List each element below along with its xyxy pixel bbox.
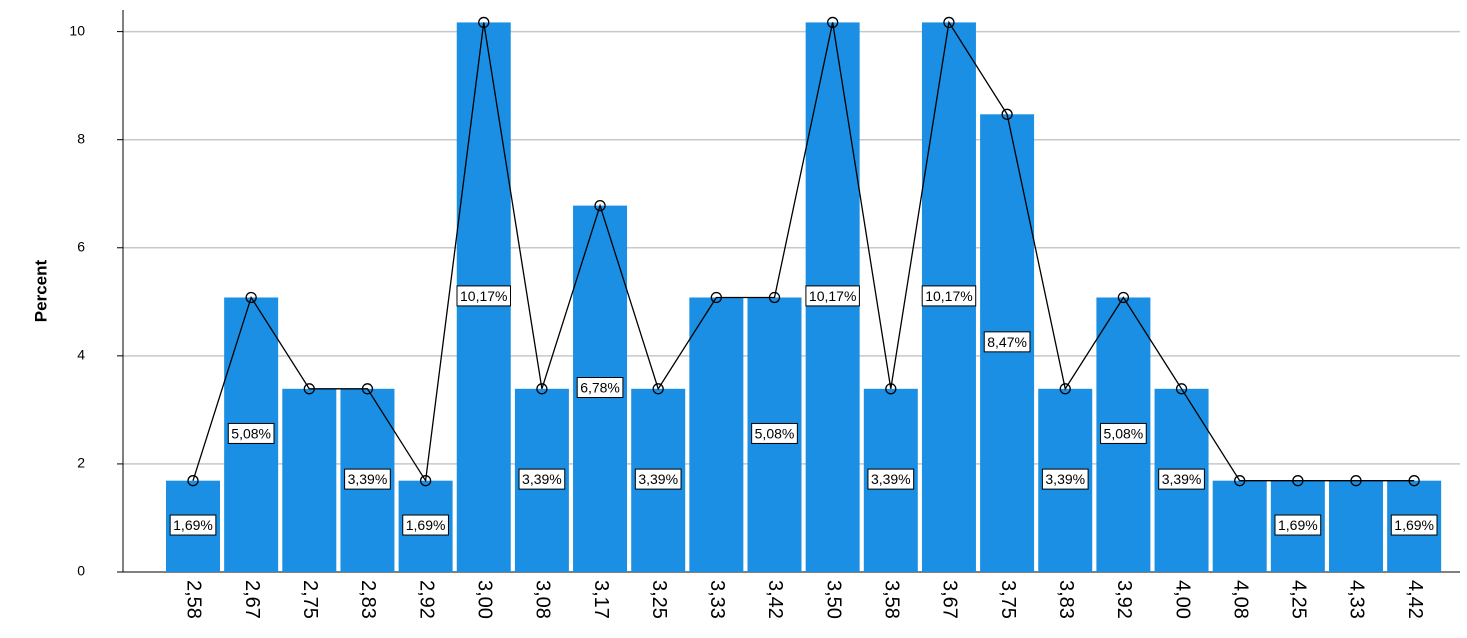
value-label-box <box>805 285 860 307</box>
y-tick-label: 8 <box>77 130 85 146</box>
value-label-box <box>518 468 566 490</box>
value-label: 3,39% <box>638 471 678 487</box>
value-label-box <box>1158 468 1205 490</box>
value-label: 10,17% <box>460 288 507 304</box>
value-label: 1,69% <box>1394 517 1434 533</box>
value-label-box <box>867 468 915 490</box>
value-label: 5,08% <box>755 425 795 441</box>
value-label: 3,39% <box>871 471 911 487</box>
x-tick-label: 2,58 <box>183 580 205 619</box>
value-label: 1,69% <box>406 517 446 533</box>
value-label-box <box>634 468 682 490</box>
y-tick-label: 4 <box>77 347 85 363</box>
line-marker <box>885 383 897 395</box>
y-tick-label: 6 <box>77 238 85 254</box>
x-tick-label: 3,42 <box>764 580 786 619</box>
value-label-box <box>402 514 449 536</box>
x-tick-label: 3,00 <box>473 580 495 619</box>
value-label-box <box>751 422 798 444</box>
line-marker <box>1117 291 1130 304</box>
value-label-box <box>921 285 977 307</box>
x-tick-label: 3,83 <box>1055 580 1077 619</box>
x-tick-label: 4,00 <box>1171 580 1193 619</box>
x-tick-label: 4,33 <box>1346 580 1368 619</box>
line-marker <box>1001 108 1013 120</box>
value-label: 6,78% <box>580 380 620 396</box>
bar <box>689 297 744 572</box>
x-tick-label: 3,75 <box>997 580 1019 619</box>
x-tick-label: 2,67 <box>241 580 263 619</box>
line-marker <box>827 16 839 29</box>
x-tick-label: 4,25 <box>1288 580 1310 619</box>
line-marker <box>594 199 606 212</box>
x-tick-label: 3,17 <box>590 580 612 619</box>
value-label: 3,39% <box>522 471 562 487</box>
line-marker <box>652 383 664 395</box>
x-tick-label: 3,25 <box>648 580 670 619</box>
line-marker <box>768 291 781 304</box>
y-tick-label: 2 <box>77 455 85 471</box>
value-label-box <box>983 331 1031 353</box>
x-tick-label: 3,33 <box>706 580 728 619</box>
value-label: 10,17% <box>809 288 856 304</box>
value-label: 8,47% <box>987 334 1027 350</box>
value-label-box <box>1390 514 1438 536</box>
x-tick-label: 3,58 <box>881 580 903 619</box>
bar <box>1329 480 1383 572</box>
line-marker <box>1292 475 1304 487</box>
bar <box>282 388 337 572</box>
line-marker <box>536 383 548 395</box>
value-label: 3,39% <box>1045 471 1085 487</box>
x-tick-label: 3,92 <box>1113 580 1135 619</box>
value-label: 5,08% <box>231 425 271 441</box>
value-label: 1,69% <box>173 517 213 533</box>
line-marker <box>187 475 199 487</box>
line-marker <box>1408 475 1420 487</box>
value-label-box <box>1100 422 1147 444</box>
line-marker <box>361 383 374 395</box>
line-marker <box>1175 383 1188 395</box>
line-marker <box>245 291 257 304</box>
value-label-box <box>1274 514 1322 536</box>
x-tick-label: 2,92 <box>415 580 437 619</box>
line-marker <box>303 383 315 395</box>
value-label-box <box>456 285 511 307</box>
y-tick-label: 0 <box>77 563 85 579</box>
x-tick-label: 2,75 <box>299 580 321 619</box>
line-marker <box>1059 383 1071 395</box>
value-label: 3,39% <box>1162 471 1202 487</box>
value-label-box <box>227 422 275 444</box>
value-label: 3,39% <box>348 471 388 487</box>
value-label-box <box>344 468 391 490</box>
value-label: 10,17% <box>925 288 972 304</box>
value-label: 5,08% <box>1104 425 1144 441</box>
value-label-box <box>576 377 624 399</box>
line-marker <box>419 475 432 487</box>
line-marker <box>1350 475 1362 487</box>
y-tick-label: 10 <box>69 22 85 38</box>
value-label-box <box>1041 468 1089 490</box>
x-tick-label: 3,67 <box>939 580 961 619</box>
x-tick-label: 4,42 <box>1404 580 1426 619</box>
x-tick-label: 4,08 <box>1229 580 1251 619</box>
line-marker <box>710 291 722 304</box>
x-tick-label: 3,50 <box>822 580 844 619</box>
value-label-box <box>169 514 217 536</box>
x-tick-label: 3,08 <box>532 580 554 619</box>
x-tick-label: 2,83 <box>357 580 379 619</box>
y-axis-title: Percent <box>31 259 50 322</box>
value-label: 1,69% <box>1278 517 1318 533</box>
line-marker <box>1234 475 1246 487</box>
bar <box>1212 480 1267 572</box>
line-marker <box>943 16 955 29</box>
line-marker <box>478 16 490 29</box>
line <box>192 20 1415 483</box>
